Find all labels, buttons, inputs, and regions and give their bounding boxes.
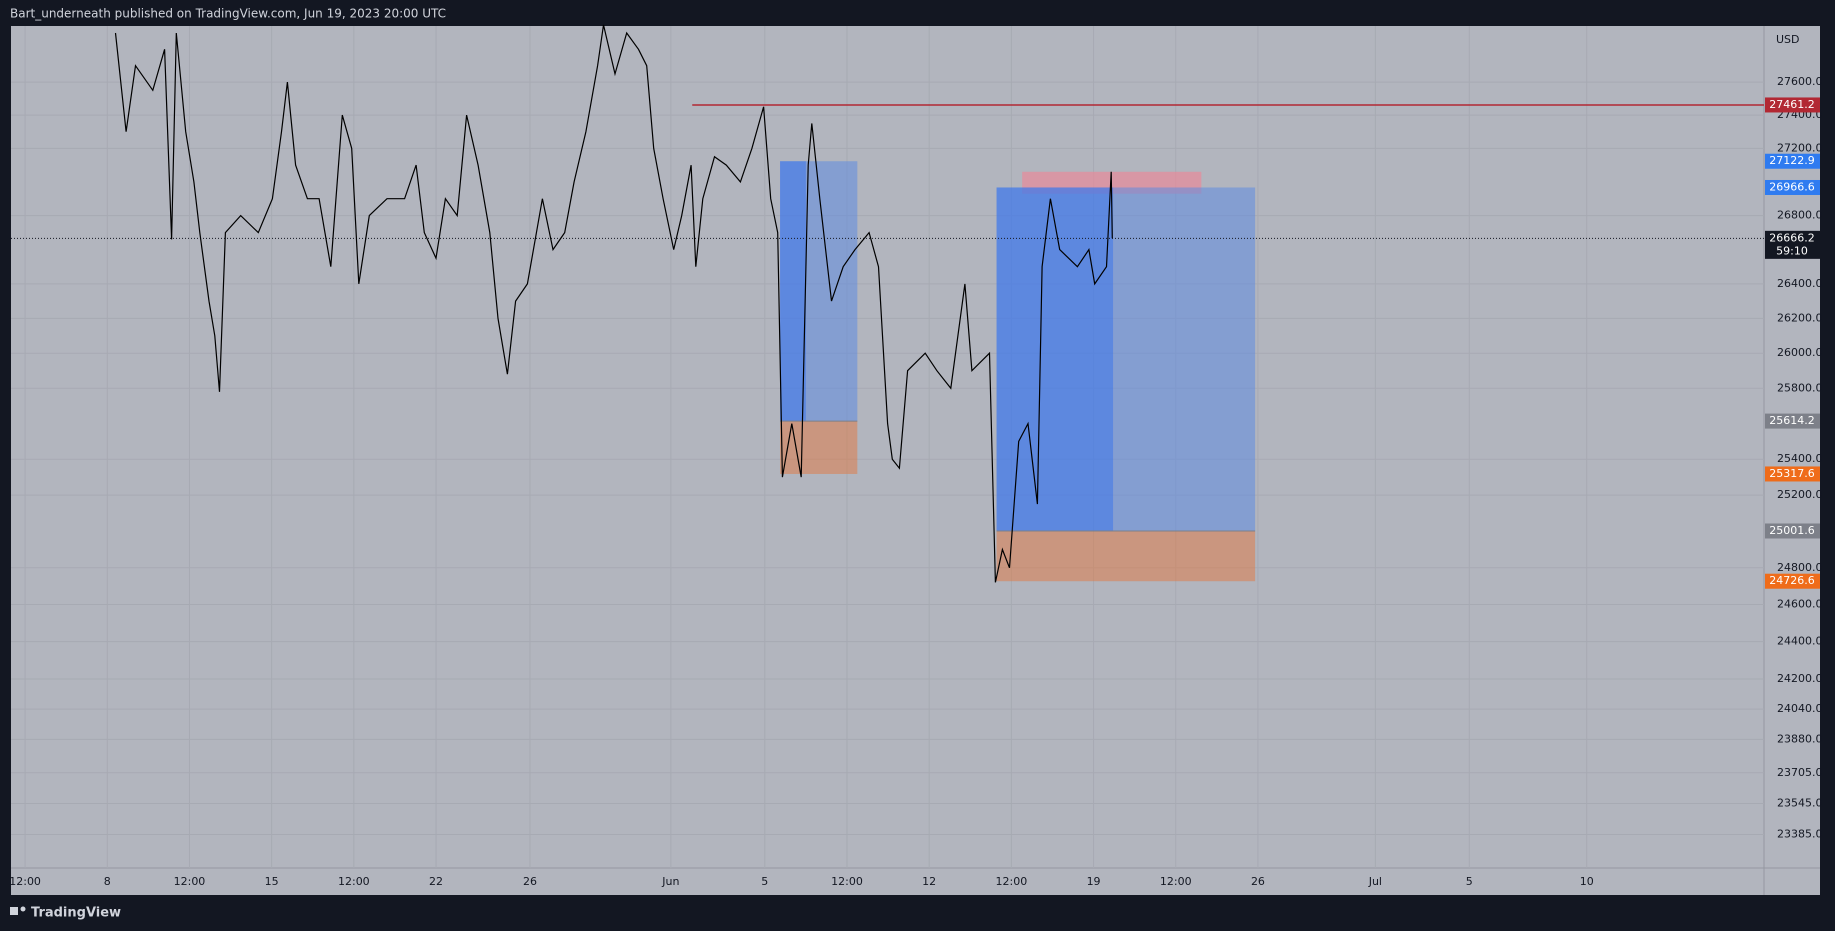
price-tag-label: 25001.6 <box>1769 524 1815 537</box>
footer-logo: TradingView <box>10 906 121 921</box>
header-text: Bart_underneath published on TradingView… <box>10 7 446 21</box>
price-tag <box>1765 573 1820 589</box>
time-axis <box>11 868 1820 895</box>
price-tag <box>1765 153 1820 169</box>
stop-zone <box>996 530 1256 582</box>
x-tick-label: Jun <box>661 875 679 888</box>
price-tag <box>1765 466 1820 482</box>
price-tag-label: 24726.6 <box>1769 574 1815 587</box>
currency-label: USD <box>1776 33 1800 46</box>
countdown-label: 59:10 <box>1776 244 1808 257</box>
price-tag <box>1765 230 1820 259</box>
y-tick-label: 27600.0 <box>1777 75 1823 88</box>
x-tick-label: 26 <box>1251 875 1265 888</box>
y-tick-label: 26400.0 <box>1777 277 1823 290</box>
price-tag <box>1765 179 1820 195</box>
x-tick-label: 10 <box>1580 875 1594 888</box>
y-tick-label: 26200.0 <box>1777 311 1823 324</box>
x-tick-label: 5 <box>1466 875 1473 888</box>
x-tick-label: 12:00 <box>9 875 41 888</box>
target-zone-active <box>996 187 1114 531</box>
y-tick-label: 24800.0 <box>1777 561 1823 574</box>
x-tick-label: 26 <box>523 875 537 888</box>
y-tick-label: 27200.0 <box>1777 141 1823 154</box>
logo-mark <box>20 906 26 912</box>
plot-area <box>11 26 1764 868</box>
x-tick-label: 8 <box>104 875 111 888</box>
y-tick-label: 24600.0 <box>1777 598 1823 611</box>
price-tag-label: 27122.9 <box>1769 154 1815 167</box>
price-tag-label: 26666.2 <box>1769 231 1815 244</box>
price-tag <box>1765 523 1820 539</box>
x-tick-label: 12:00 <box>831 875 863 888</box>
y-tick-label: 24400.0 <box>1777 635 1823 648</box>
x-tick-label: Jul <box>1368 875 1382 888</box>
price-tag-label: 27461.2 <box>1769 98 1815 111</box>
y-tick-label: 24040.0 <box>1777 702 1823 715</box>
y-tick-label: 25800.0 <box>1777 381 1823 394</box>
x-tick-label: 15 <box>265 875 279 888</box>
stop-zone <box>780 421 858 474</box>
x-tick-label: 12 <box>922 875 936 888</box>
x-tick-label: 12:00 <box>1160 875 1192 888</box>
y-tick-label: 24200.0 <box>1777 672 1823 685</box>
price-line <box>114 24 1113 583</box>
y-tick-label: 23880.0 <box>1777 732 1823 745</box>
y-tick-label: 23545.0 <box>1777 797 1823 810</box>
y-tick-label: 25200.0 <box>1777 488 1823 501</box>
price-tag-label: 25614.2 <box>1769 414 1815 427</box>
logo-mark <box>10 907 18 915</box>
y-tick-label: 23705.0 <box>1777 766 1823 779</box>
price-tag <box>1765 97 1820 113</box>
y-tick-label: 26000.0 <box>1777 346 1823 359</box>
footer-brand: TradingView <box>31 906 121 921</box>
x-tick-label: 12:00 <box>174 875 206 888</box>
target-zone-active <box>780 161 806 422</box>
x-tick-label: 22 <box>429 875 443 888</box>
target-zone <box>780 161 858 422</box>
price-tag-label: 26966.6 <box>1769 180 1815 193</box>
price-tag <box>1765 413 1820 429</box>
y-tick-label: 25400.0 <box>1777 452 1823 465</box>
x-tick-label: 12:00 <box>996 875 1028 888</box>
x-tick-label: 19 <box>1087 875 1101 888</box>
y-tick-label: 26800.0 <box>1777 209 1823 222</box>
x-tick-label: 12:00 <box>338 875 370 888</box>
price-tag-label: 25317.6 <box>1769 467 1815 480</box>
x-tick-label: 5 <box>761 875 768 888</box>
y-tick-label: 23385.0 <box>1777 827 1823 840</box>
